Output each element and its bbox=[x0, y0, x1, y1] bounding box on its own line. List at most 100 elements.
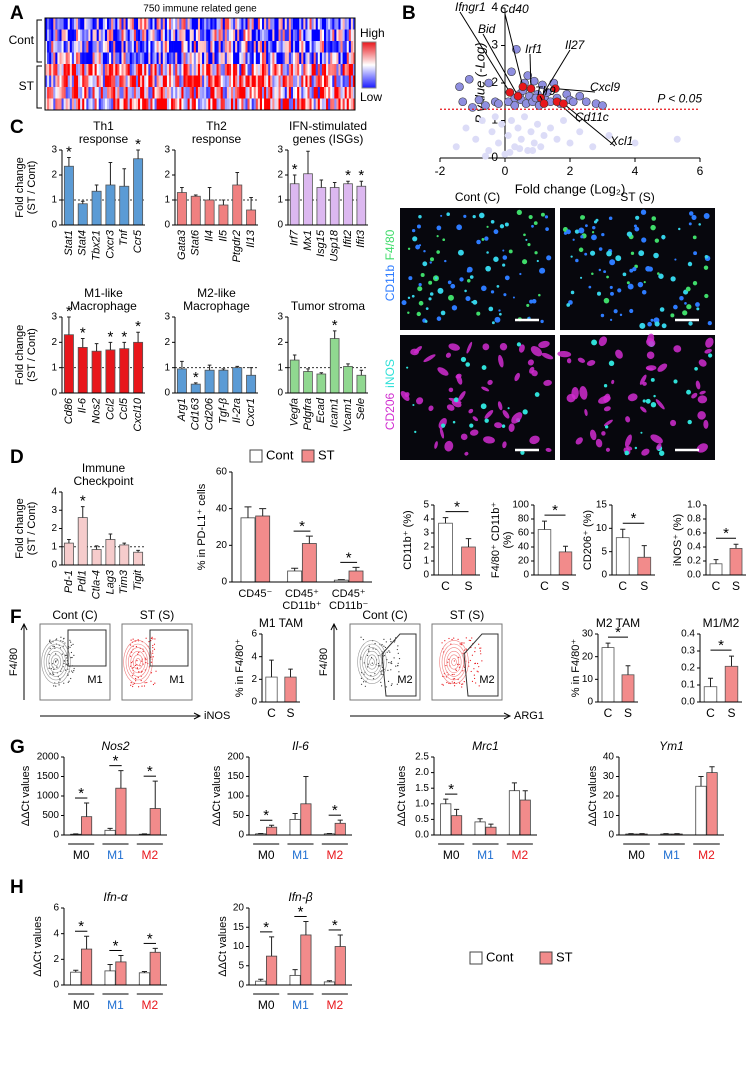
event bbox=[446, 681, 448, 684]
bar bbox=[77, 203, 88, 226]
cell bbox=[696, 443, 708, 453]
significance: * bbox=[147, 930, 153, 947]
event bbox=[360, 683, 363, 685]
heatmap-cell bbox=[301, 87, 304, 99]
heatmap-cell bbox=[233, 75, 236, 88]
heatmap-cell bbox=[57, 98, 60, 111]
heatmap-cell bbox=[338, 87, 341, 99]
heatmap-cell bbox=[88, 41, 91, 53]
heatmap-cell bbox=[210, 87, 213, 99]
heatmap-cell bbox=[202, 87, 205, 99]
cell bbox=[689, 211, 694, 216]
heatmap-cell bbox=[67, 75, 71, 88]
heatmap-cell bbox=[286, 64, 290, 76]
heatmap-cell bbox=[133, 75, 137, 88]
heatmap-cell bbox=[313, 75, 317, 88]
heatmap-cell bbox=[293, 75, 296, 88]
cell bbox=[653, 252, 659, 259]
heatmap-cell bbox=[123, 87, 126, 99]
error-bar bbox=[292, 813, 298, 820]
heatmap-cell bbox=[133, 98, 137, 111]
cell bbox=[436, 235, 439, 238]
heatmap-cell bbox=[210, 29, 213, 42]
cell bbox=[470, 429, 479, 436]
heatmap-cell bbox=[315, 18, 319, 30]
heatmap-cell bbox=[164, 18, 168, 30]
heatmap-cell bbox=[262, 64, 265, 76]
heatmap-cell bbox=[222, 87, 226, 99]
y-tick-label: 1500 bbox=[37, 771, 60, 782]
cell bbox=[502, 255, 508, 260]
heatmap-cell bbox=[88, 87, 91, 99]
error-bar bbox=[625, 665, 631, 675]
heatmap-cell bbox=[86, 87, 89, 99]
heatmap-cell bbox=[348, 52, 352, 65]
x-tick-label: CD45⁺ CD11b⁺ bbox=[282, 588, 321, 612]
heatmap-cell bbox=[282, 18, 286, 30]
heatmap-cell bbox=[290, 98, 294, 111]
heatmap-cell bbox=[158, 41, 162, 53]
heatmap-cell bbox=[288, 41, 292, 53]
significance: * bbox=[193, 369, 199, 386]
heatmap-cell bbox=[94, 64, 97, 76]
heatmap-cell bbox=[193, 75, 197, 88]
heatmap-cell bbox=[257, 29, 261, 42]
gate bbox=[149, 629, 189, 667]
cell bbox=[508, 423, 515, 433]
event bbox=[70, 657, 72, 659]
y-axis-label: ΔΔCt values bbox=[211, 765, 223, 826]
point bbox=[518, 82, 528, 92]
heatmap-cell bbox=[189, 87, 193, 99]
heatmap-cell bbox=[191, 98, 195, 111]
gate bbox=[381, 633, 417, 697]
heatmap-cell bbox=[204, 18, 207, 30]
heatmap-cell bbox=[208, 41, 211, 53]
point bbox=[521, 113, 528, 121]
heatmap-cell bbox=[179, 29, 182, 42]
x-tick-label: S bbox=[464, 579, 472, 593]
bar bbox=[149, 951, 161, 986]
point bbox=[516, 145, 524, 153]
heatmap-cell bbox=[104, 64, 108, 76]
cell bbox=[543, 379, 552, 386]
bar bbox=[77, 517, 88, 566]
event bbox=[362, 681, 365, 683]
row-label: ST bbox=[19, 79, 35, 93]
heatmap-cell bbox=[231, 87, 234, 99]
x-tick-label: M1 bbox=[107, 998, 124, 1012]
heatmap-cell bbox=[272, 29, 275, 42]
x-tick-label: M2 bbox=[326, 998, 343, 1012]
heatmap-cell bbox=[131, 87, 135, 99]
heatmap-cell bbox=[53, 64, 56, 76]
event bbox=[132, 685, 134, 688]
event bbox=[133, 672, 135, 674]
heatmap-cell bbox=[156, 98, 159, 111]
heatmap-cell bbox=[243, 18, 246, 30]
heatmap-cell bbox=[321, 41, 325, 53]
cell bbox=[456, 224, 462, 231]
bar bbox=[218, 369, 229, 394]
x-tick-label: Tim3 bbox=[118, 569, 130, 594]
heatmap-cell bbox=[315, 98, 319, 111]
heatmap-cell bbox=[293, 41, 296, 53]
heatmap-cell bbox=[262, 29, 265, 42]
point bbox=[507, 67, 516, 77]
heatmap-cell bbox=[59, 41, 62, 53]
y-tick-label: 2 bbox=[164, 337, 170, 348]
heatmap-title: 750 immune related gene bbox=[143, 4, 257, 15]
heatmap-cell bbox=[231, 41, 234, 53]
y-arrow bbox=[330, 622, 338, 700]
cell bbox=[630, 251, 635, 255]
event bbox=[152, 644, 154, 647]
heatmap-cell bbox=[233, 18, 236, 30]
heatmap-cell bbox=[247, 87, 250, 99]
heatmap-cell bbox=[115, 64, 118, 76]
significance: * bbox=[113, 937, 119, 954]
bar bbox=[246, 374, 257, 394]
heatmap-cell bbox=[92, 41, 95, 53]
cell bbox=[404, 392, 410, 398]
heatmap-cell bbox=[317, 41, 321, 53]
heatmap-cell bbox=[293, 18, 296, 30]
cell bbox=[695, 380, 701, 390]
bar bbox=[246, 209, 257, 226]
